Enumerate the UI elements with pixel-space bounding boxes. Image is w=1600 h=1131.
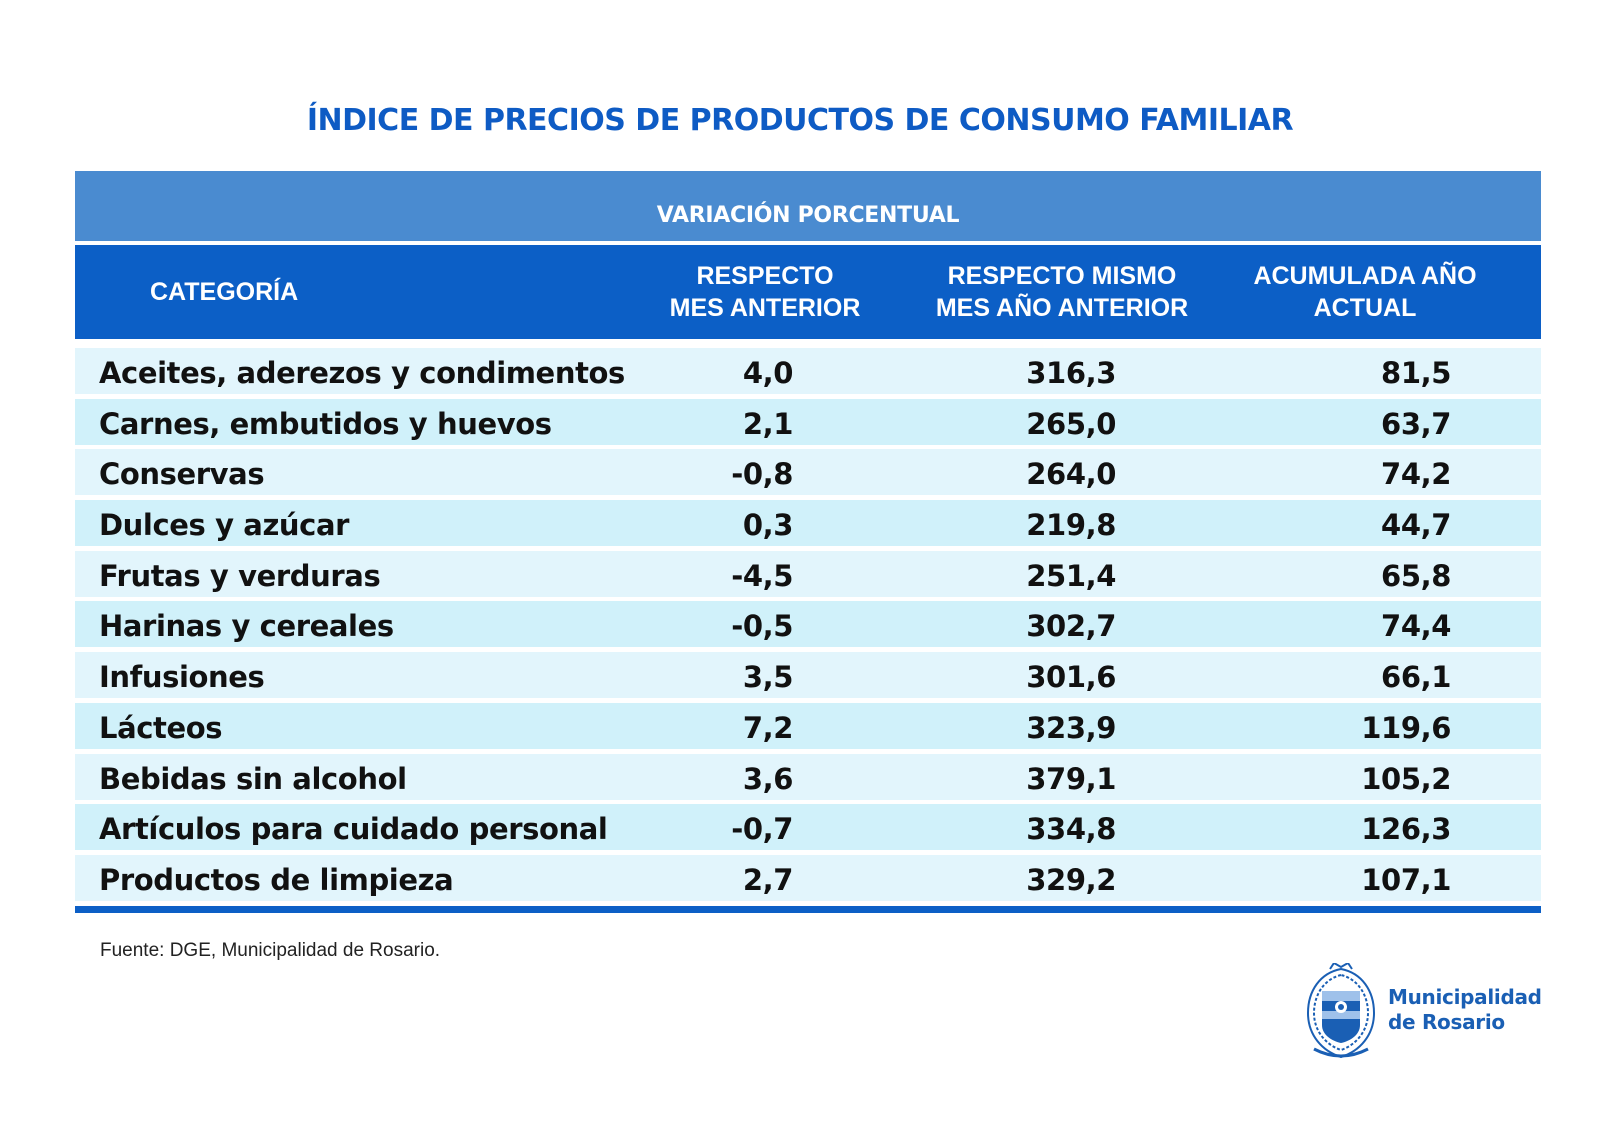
table-row: Dulces y azúcar 0,3 219,8 44,7 xyxy=(75,500,1541,547)
row-categoria: Frutas y verduras xyxy=(99,558,381,593)
row-mes-anterior: 3,6 xyxy=(742,761,794,796)
row-categoria: Bebidas sin alcohol xyxy=(99,761,407,796)
row-mismo-mes-anio-anterior: 301,6 xyxy=(1026,660,1116,695)
price-index-table: VARIACIÓN PORCENTUAL CATEGORÍA RESPECTO … xyxy=(75,171,1541,913)
table-row: Aceites, aderezos y condimentos 4,0 316,… xyxy=(75,348,1541,394)
row-categoria: Carnes, embutidos y huevos xyxy=(99,406,552,441)
row-acumulada: 74,2 xyxy=(1381,457,1451,492)
row-mes-anterior: 2,7 xyxy=(742,862,794,897)
row-categoria: Aceites, aderezos y condimentos xyxy=(99,356,625,390)
row-mes-anterior: 4,0 xyxy=(742,356,794,390)
row-categoria: Conservas xyxy=(99,457,265,492)
table-row: Bebidas sin alcohol 3,6 379,1 105,2 xyxy=(75,753,1541,800)
logo-text-line1: Municipalidad xyxy=(1388,985,1542,1009)
table-row: Carnes, embutidos y huevos 2,1 265,0 63,… xyxy=(75,398,1541,445)
table-row: Harinas y cereales -0,5 302,7 74,4 xyxy=(75,601,1541,648)
header-acumulada: ACUMULADA AÑO ACTUAL xyxy=(1253,262,1477,322)
row-mes-anterior: -0,8 xyxy=(731,457,793,492)
row-mismo-mes-anio-anterior: 316,3 xyxy=(1026,356,1116,390)
row-categoria: Harinas y cereales xyxy=(99,609,394,644)
row-categoria: Lácteos xyxy=(99,710,223,745)
table-row: Infusiones 3,5 301,6 66,1 xyxy=(75,652,1541,699)
table-row: Conservas -0,8 264,0 74,2 xyxy=(75,449,1541,496)
row-categoria: Productos de limpieza xyxy=(99,862,454,897)
row-acumulada: 65,8 xyxy=(1381,558,1451,593)
source-note: Fuente: DGE, Municipalidad de Rosario. xyxy=(100,940,441,961)
municipalidad-logo: Municipalidad de Rosario xyxy=(1300,963,1542,1063)
table-row: Productos de limpieza 2,7 329,2 107,1 xyxy=(75,854,1541,901)
row-acumulada: 107,1 xyxy=(1361,862,1451,897)
table-banner: VARIACIÓN PORCENTUAL xyxy=(75,171,1541,241)
page-title: ÍNDICE DE PRECIOS DE PRODUCTOS DE CONSUM… xyxy=(306,103,1294,138)
row-mismo-mes-anio-anterior: 329,2 xyxy=(1026,862,1116,897)
row-mes-anterior: -0,7 xyxy=(731,812,793,847)
row-mismo-mes-anio-anterior: 323,9 xyxy=(1026,710,1116,745)
rosario-seal-icon xyxy=(1306,963,1376,1059)
row-acumulada: 63,7 xyxy=(1381,406,1451,441)
row-mismo-mes-anio-anterior: 265,0 xyxy=(1026,406,1116,441)
row-mismo-mes-anio-anterior: 302,7 xyxy=(1026,609,1116,644)
row-mismo-mes-anio-anterior: 264,0 xyxy=(1026,457,1116,492)
table-row: Artículos para cuidado personal -0,7 334… xyxy=(75,804,1541,851)
row-mes-anterior: -4,5 xyxy=(731,558,793,593)
row-mismo-mes-anio-anterior: 219,8 xyxy=(1026,508,1116,543)
table-row: Lácteos 7,2 323,9 119,6 xyxy=(75,702,1541,749)
row-acumulada: 126,3 xyxy=(1361,812,1451,847)
row-mes-anterior: 7,2 xyxy=(742,710,794,745)
row-acumulada: 66,1 xyxy=(1381,660,1451,695)
row-mismo-mes-anio-anterior: 379,1 xyxy=(1026,761,1116,796)
table-bottom-rule xyxy=(75,905,1541,913)
header-mes-anterior: RESPECTO MES ANTERIOR xyxy=(669,262,861,322)
row-mes-anterior: 0,3 xyxy=(742,508,794,543)
row-acumulada: 74,4 xyxy=(1381,609,1451,644)
logo-text-line2: de Rosario xyxy=(1388,1010,1505,1034)
table-body: Aceites, aderezos y condimentos 4,0 316,… xyxy=(75,348,1541,901)
table-row: Frutas y verduras -4,5 251,4 65,8 xyxy=(75,550,1541,597)
table-header-row: CATEGORÍA RESPECTO MES ANTERIOR RESPECTO… xyxy=(75,245,1541,339)
row-mismo-mes-anio-anterior: 334,8 xyxy=(1026,812,1116,847)
row-mismo-mes-anio-anterior: 251,4 xyxy=(1026,558,1116,593)
row-mes-anterior: -0,5 xyxy=(731,609,793,644)
row-mes-anterior: 3,5 xyxy=(742,660,794,695)
row-categoria: Dulces y azúcar xyxy=(99,508,350,543)
row-acumulada: 81,5 xyxy=(1381,356,1451,390)
row-mes-anterior: 2,1 xyxy=(742,406,794,441)
header-mismo-mes-anio-anterior: RESPECTO MISMO MES AÑO ANTERIOR xyxy=(935,262,1189,322)
logo-text: Municipalidad de Rosario xyxy=(1388,985,1542,1035)
row-acumulada: 105,2 xyxy=(1361,761,1451,796)
header-categoria: CATEGORÍA xyxy=(150,278,299,306)
row-categoria: Artículos para cuidado personal xyxy=(99,812,608,847)
row-acumulada: 44,7 xyxy=(1381,508,1451,543)
row-categoria: Infusiones xyxy=(99,660,265,695)
row-acumulada: 119,6 xyxy=(1361,710,1451,745)
